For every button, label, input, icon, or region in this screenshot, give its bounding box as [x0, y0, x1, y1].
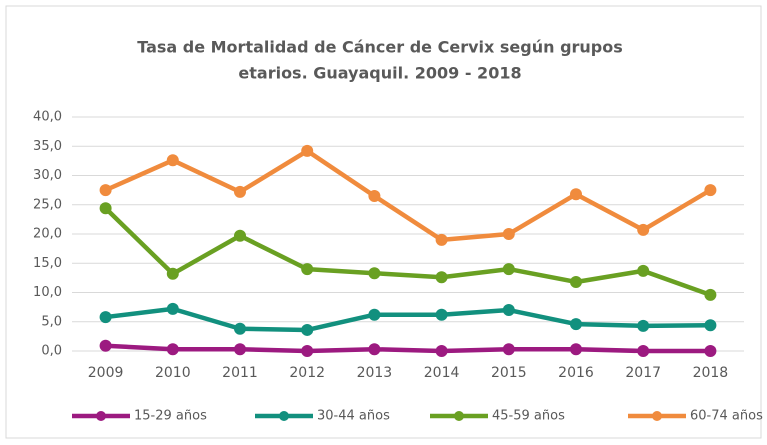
x-tick-label: 2011	[222, 365, 258, 381]
point	[234, 343, 246, 356]
point	[502, 343, 515, 356]
point	[368, 189, 381, 202]
point	[435, 345, 448, 357]
x-tick-label: 2009	[88, 365, 124, 381]
point	[301, 263, 314, 276]
legend-label: 60-74 años	[690, 409, 763, 424]
series-line	[105, 306, 711, 333]
y-tick-label: 30,0	[33, 168, 62, 183]
point	[99, 339, 112, 352]
point	[435, 271, 448, 284]
point	[502, 263, 515, 276]
x-tick-label: 2014	[424, 365, 460, 381]
point	[570, 188, 582, 201]
point	[234, 229, 246, 242]
y-tick-label: 15,0	[33, 256, 62, 271]
point	[704, 319, 717, 332]
point	[502, 304, 515, 317]
point	[99, 202, 112, 215]
point	[99, 311, 112, 324]
point	[435, 233, 448, 246]
point	[234, 185, 246, 198]
point	[704, 288, 717, 301]
point	[570, 318, 582, 331]
y-tick-label: 5,0	[41, 314, 62, 329]
series-line	[104, 148, 712, 243]
x-tick-label: 2016	[558, 365, 594, 381]
x-tick-label: 2018	[693, 365, 729, 381]
point	[570, 275, 582, 288]
point	[166, 343, 179, 356]
point	[166, 302, 179, 315]
series-line	[104, 206, 712, 297]
point	[637, 319, 650, 332]
point	[368, 267, 381, 280]
point	[166, 154, 179, 167]
point	[637, 264, 650, 277]
chart-title: Tasa de Mortalidad de Cáncer de Cervix s…	[137, 38, 623, 57]
x-tick-label: 2017	[625, 365, 661, 381]
point	[704, 184, 717, 197]
x-tick-label: 2012	[289, 365, 325, 381]
point	[704, 345, 717, 357]
point	[234, 322, 246, 335]
point	[166, 267, 179, 280]
x-tick-label: 2013	[357, 365, 393, 381]
y-tick-label: 20,0	[33, 227, 62, 242]
legend-label: 15-29 años	[134, 409, 207, 424]
point	[570, 343, 582, 356]
x-tick-label: 2010	[155, 365, 191, 381]
point	[637, 345, 650, 357]
point	[502, 228, 515, 240]
y-tick-label: 25,0	[33, 197, 62, 212]
chart-title: etarios. Guayaquil. 2009 - 2018	[238, 64, 521, 83]
y-tick-label: 0,0	[41, 344, 62, 359]
point	[637, 223, 650, 236]
y-tick-label: 10,0	[33, 285, 62, 300]
legend-marker	[454, 411, 464, 421]
legend-marker	[279, 411, 289, 421]
point	[368, 308, 381, 321]
x-tick-label: 2015	[491, 365, 527, 381]
point	[301, 323, 314, 336]
point	[301, 144, 314, 157]
legend-label: 30-44 años	[317, 409, 390, 424]
point	[368, 343, 381, 356]
legend-marker	[96, 411, 106, 421]
y-tick-label: 40,0	[33, 110, 62, 125]
point	[435, 308, 448, 321]
y-tick-label: 35,0	[33, 139, 62, 154]
chart-border	[5, 5, 762, 439]
legend-label: 45-59 años	[492, 409, 565, 424]
legend-marker	[652, 411, 662, 421]
series-line	[105, 343, 711, 354]
point	[301, 345, 314, 357]
point	[99, 184, 112, 197]
